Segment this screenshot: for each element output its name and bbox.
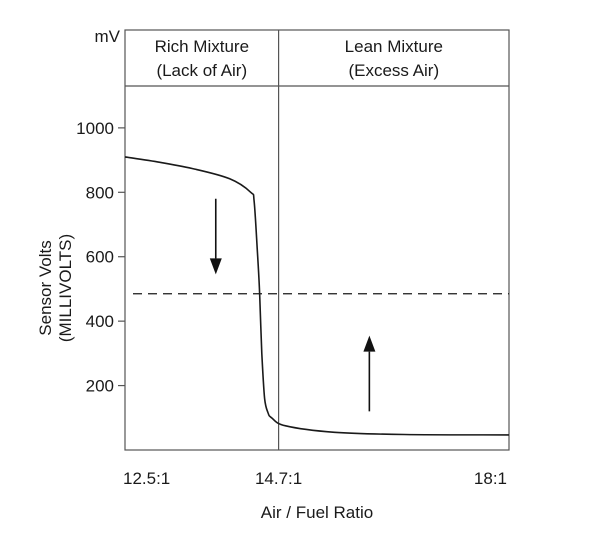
x-tick-label: 14.7:1 bbox=[255, 469, 302, 488]
y-axis-label-line1: Sensor Volts bbox=[36, 240, 55, 335]
x-tick-label: 12.5:1 bbox=[123, 469, 170, 488]
region-label: Rich Mixture bbox=[155, 37, 249, 56]
sensor-voltage-curve bbox=[124, 156, 510, 436]
x-axis-label: Air / Fuel Ratio bbox=[261, 503, 373, 522]
y-tick-label: 600 bbox=[86, 248, 114, 267]
plot-frame bbox=[124, 29, 510, 451]
region-sublabel: (Excess Air) bbox=[348, 61, 439, 80]
arrow-down-icon bbox=[209, 258, 222, 275]
y-tick-label: 1000 bbox=[76, 119, 114, 138]
x-tick-label: 18:1 bbox=[474, 469, 507, 488]
region-sublabel: (Lack of Air) bbox=[156, 61, 247, 80]
chart-frame bbox=[124, 29, 510, 451]
y-tick-label: 800 bbox=[86, 183, 114, 202]
y-tick-label: 200 bbox=[86, 377, 114, 396]
axis-ticks: 200 400 600 800 1000 12.5:1 14.7:1 18:1 bbox=[76, 119, 507, 488]
arrow-layer bbox=[209, 198, 376, 412]
y-unit-label: mV bbox=[95, 27, 121, 46]
series-layer bbox=[124, 156, 510, 436]
region-label: Lean Mixture bbox=[345, 37, 443, 56]
arrow-up-icon bbox=[363, 335, 376, 352]
y-tick-label: 400 bbox=[86, 312, 114, 331]
y-axis-label-line2: (MILLIVOLTS) bbox=[56, 234, 75, 342]
region-headers: Rich Mixture (Lack of Air) Lean Mixture (Ex… bbox=[155, 37, 443, 80]
